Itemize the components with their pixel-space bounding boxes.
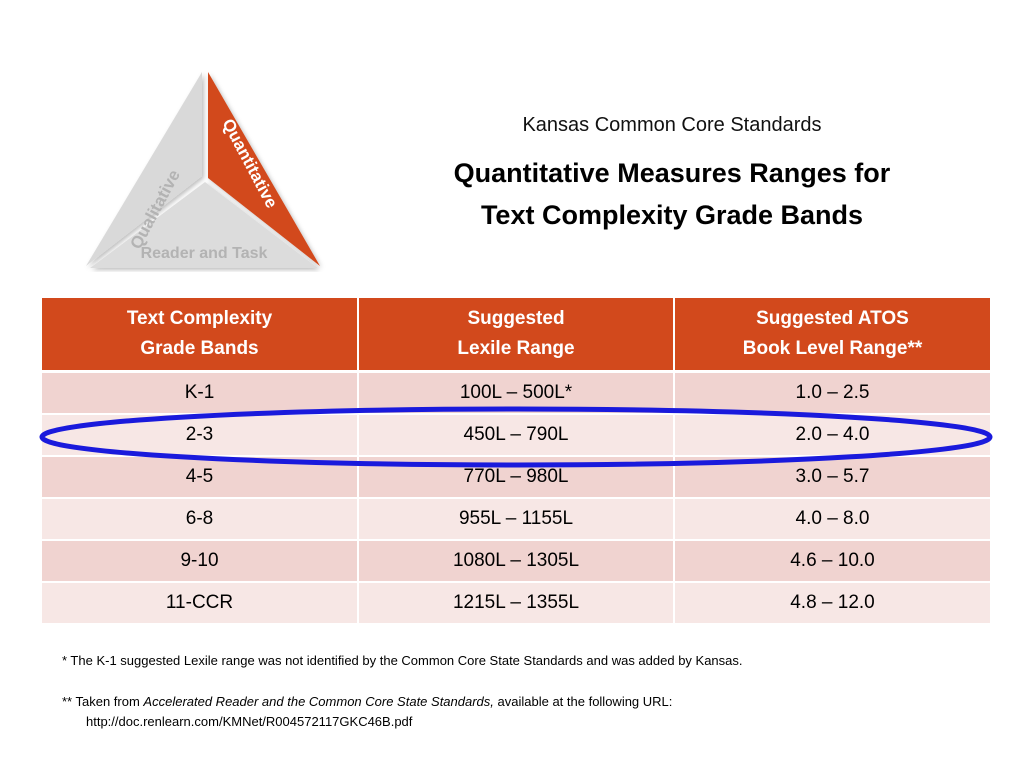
- cell-lexile: 100L – 500L*: [358, 371, 675, 415]
- cell-atos: 1.0 – 2.5: [674, 371, 990, 415]
- grade-bands-table: Text Complexity Grade Bands Suggested Le…: [42, 298, 990, 625]
- cell-lexile: 770L – 980L: [358, 456, 675, 499]
- cell-grade-band: 2-3: [42, 414, 359, 457]
- header-atos-range-line-1: Suggested ATOS: [756, 308, 909, 329]
- page-subtitle: Kansas Common Core Standards: [522, 114, 822, 136]
- table-row: K-1 100L – 500L* 1.0 – 2.5: [42, 371, 990, 415]
- table-row: 2-3 450L – 790L 2.0 – 4.0: [42, 414, 990, 457]
- table-row: 6-8 955L – 1155L 4.0 – 8.0: [42, 498, 990, 541]
- header-grade-bands-line-1: Text Complexity: [126, 308, 273, 329]
- reader-and-task-label: Reader and Task: [141, 245, 268, 262]
- cell-lexile: 1080L – 1305L: [358, 540, 675, 583]
- header-grade-bands: Text Complexity Grade Bands: [42, 298, 359, 373]
- page-title: Quantitative Measures Ranges for Text Co…: [352, 152, 992, 236]
- cell-lexile: 955L – 1155L: [358, 498, 675, 541]
- reader-and-task-segment: [90, 182, 318, 268]
- header-lexile-range: Suggested Lexile Range: [358, 298, 675, 373]
- cell-lexile: 450L – 790L: [358, 414, 675, 457]
- text-complexity-triangle-logo: Qualitative Quantitative Reader and Task: [86, 72, 320, 268]
- quantitative-segment: [208, 72, 320, 266]
- table-row: 9-10 1080L – 1305L 4.6 – 10.0: [42, 540, 990, 583]
- table-row: 11-CCR 1215L – 1355L 4.8 – 12.0: [42, 582, 990, 625]
- header-atos-range-line-2: Book Level Range**: [742, 338, 923, 359]
- footnote-atos-suffix: available at the following URL:: [493, 694, 673, 709]
- cell-atos: 3.0 – 5.7: [674, 456, 990, 499]
- header-grade-bands-line-2: Grade Bands: [140, 338, 259, 359]
- footnote-atos-prefix: ** Taken from: [62, 694, 144, 709]
- footnote-atos-url[interactable]: http://doc.renlearn.com/KMNet/R004572117…: [86, 714, 413, 729]
- page-title-line-2: Text Complexity Grade Bands: [480, 200, 864, 230]
- cell-lexile: 1215L – 1355L: [358, 582, 675, 625]
- footnote-atos-title: Accelerated Reader and the Common Core S…: [143, 694, 494, 709]
- page-title-line-1: Quantitative Measures Ranges for: [453, 158, 891, 188]
- cell-atos: 4.6 – 10.0: [674, 540, 990, 583]
- cell-grade-band: 6-8: [42, 498, 359, 541]
- cell-atos: 4.0 – 8.0: [674, 498, 990, 541]
- header-lexile-range-line-1: Suggested: [467, 308, 565, 329]
- cell-atos: 4.8 – 12.0: [674, 582, 990, 625]
- footnote-atos-source: ** Taken from Accelerated Reader and the…: [62, 692, 672, 732]
- cell-grade-band: 9-10: [42, 540, 359, 583]
- cell-grade-band: K-1: [42, 371, 359, 415]
- footnote-k1: * The K-1 suggested Lexile range was not…: [62, 653, 743, 668]
- header-lexile-range-line-2: Lexile Range: [457, 338, 575, 359]
- cell-atos: 2.0 – 4.0: [674, 414, 990, 457]
- header-atos-range: Suggested ATOS Book Level Range**: [674, 298, 990, 373]
- table-row: 4-5 770L – 980L 3.0 – 5.7: [42, 456, 990, 499]
- table-header-row: Text Complexity Grade Bands Suggested Le…: [42, 298, 990, 373]
- qualitative-segment: [86, 72, 202, 266]
- cell-grade-band: 4-5: [42, 456, 359, 499]
- cell-grade-band: 11-CCR: [42, 582, 359, 625]
